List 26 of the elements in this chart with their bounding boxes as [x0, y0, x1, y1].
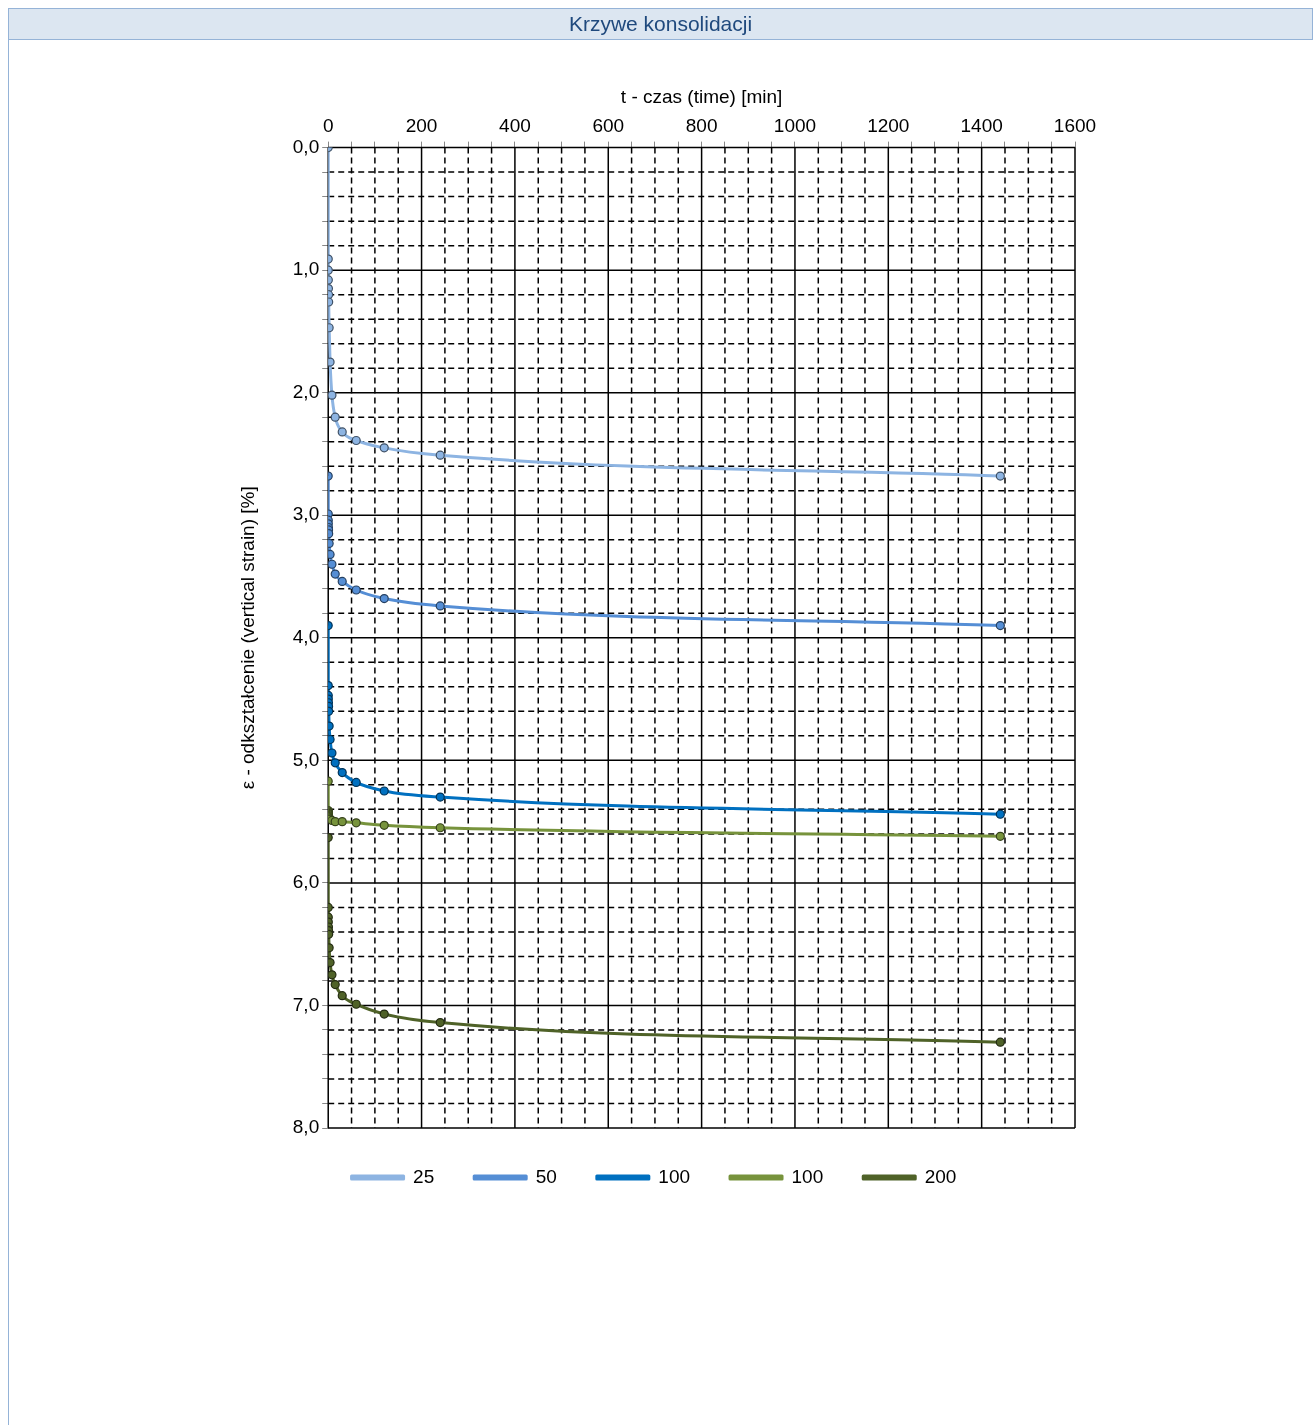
x-tick-label: 400 — [499, 115, 531, 137]
y-tick-label: 3,0 — [292, 503, 320, 525]
x-tick-label: 0 — [322, 115, 334, 137]
y-tick-label: 7,0 — [292, 993, 320, 1015]
y-tick-label: 2,0 — [292, 380, 320, 402]
y-tick-label: 1,0 — [292, 258, 320, 280]
legend-label: 50 — [535, 1165, 557, 1187]
x-tick-label: 200 — [405, 115, 438, 137]
chart-title: Krzywe konsolidacji — [8, 8, 1313, 40]
x-tick-label: 1200 — [867, 115, 910, 137]
y-tick-label: 6,0 — [292, 871, 320, 893]
y-tick-label: 5,0 — [292, 748, 320, 770]
y-tick-label: 0,0 — [292, 135, 320, 157]
legend-label: 200 — [924, 1165, 957, 1187]
y-tick-label: 4,0 — [292, 626, 320, 648]
x-axis-title: t - czas (time) [min] — [620, 85, 783, 107]
x-tick-label: 1400 — [960, 115, 1003, 137]
legend-label: 100 — [658, 1165, 691, 1187]
y-axis-title: ε - odkształcenie (vertical strain) [%] — [236, 486, 258, 790]
x-tick-label: 1600 — [1053, 115, 1097, 137]
legend-label: 25 — [413, 1165, 435, 1187]
x-tick-label: 1000 — [773, 115, 817, 137]
x-tick-label: 800 — [685, 115, 718, 137]
y-tick-label: 8,0 — [292, 1116, 320, 1138]
legend-label: 100 — [791, 1165, 824, 1187]
x-tick-label: 600 — [592, 115, 625, 137]
